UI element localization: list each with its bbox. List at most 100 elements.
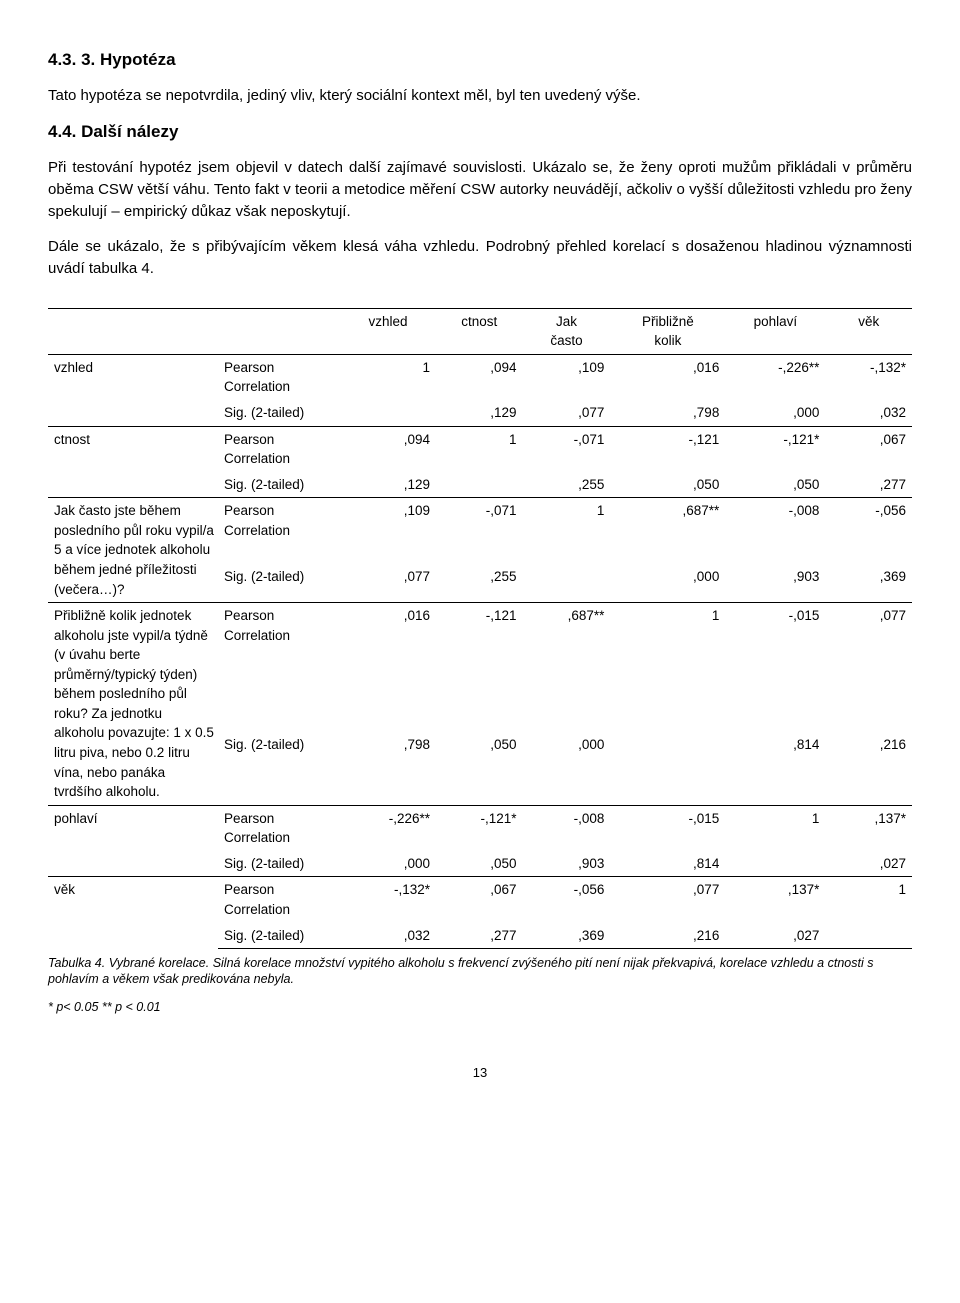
cell-value: ,000 (725, 400, 825, 426)
cell-value: -,226** (725, 354, 825, 400)
cell-value: ,094 (436, 354, 523, 400)
cell-value: ,814 (725, 732, 825, 806)
cell-value: -,056 (523, 877, 611, 923)
cell-value: -,071 (523, 426, 611, 472)
cell-value: ,000 (340, 851, 436, 877)
cell-value: 1 (436, 426, 523, 472)
cell-value: ,016 (340, 603, 436, 732)
para-dalsi-1: Při testování hypotéz jsem objevil v dat… (48, 157, 912, 222)
cell-value: ,137* (725, 877, 825, 923)
stat-label-sig: Sig. (2-tailed) (218, 851, 340, 877)
cell-value (523, 564, 611, 602)
cell-value: ,109 (340, 498, 436, 565)
stat-label-pearson: Pearson Correlation (218, 603, 340, 732)
row-variable-name: vzhled (48, 354, 218, 426)
col-header: Přibližně kolik (610, 308, 725, 354)
cell-value: ,094 (340, 426, 436, 472)
cell-value: ,032 (825, 400, 912, 426)
cell-value: ,077 (340, 564, 436, 602)
cell-value: ,798 (610, 400, 725, 426)
cell-value: -,008 (725, 498, 825, 565)
cell-value: ,216 (825, 732, 912, 806)
cell-value: ,903 (523, 851, 611, 877)
stat-label-pearson: Pearson Correlation (218, 426, 340, 472)
cell-value: 1 (725, 805, 825, 851)
stat-label-sig: Sig. (2-tailed) (218, 564, 340, 602)
cell-value: ,027 (725, 923, 825, 949)
cell-value (825, 923, 912, 949)
cell-value: ,216 (610, 923, 725, 949)
stat-label-pearson: Pearson Correlation (218, 354, 340, 400)
cell-value: -,071 (436, 498, 523, 565)
cell-value: ,067 (436, 877, 523, 923)
sig-note: * p< 0.05 ** p < 0.01 (48, 998, 912, 1016)
stat-label-sig: Sig. (2-tailed) (218, 400, 340, 426)
cell-value: ,050 (610, 472, 725, 498)
cell-value: 1 (825, 877, 912, 923)
para-dalsi-2: Dále se ukázalo, že s přibývajícím věkem… (48, 236, 912, 280)
cell-value: -,056 (825, 498, 912, 565)
cell-value: 1 (523, 498, 611, 565)
row-variable-name: Jak často jste během posledního půl roku… (48, 498, 218, 603)
table-caption: Tabulka 4. Vybrané korelace. Silná korel… (48, 955, 912, 988)
cell-value: ,077 (825, 603, 912, 732)
cell-value: ,255 (436, 564, 523, 602)
cell-value: ,277 (825, 472, 912, 498)
row-variable-name: věk (48, 877, 218, 949)
cell-value: 1 (340, 354, 436, 400)
stat-label-pearson: Pearson Correlation (218, 805, 340, 851)
cell-value: ,000 (610, 564, 725, 602)
cell-value: ,050 (436, 851, 523, 877)
cell-value: ,129 (436, 400, 523, 426)
cell-value: -,121 (610, 426, 725, 472)
cell-value: 1 (610, 603, 725, 732)
cell-value: -,132* (340, 877, 436, 923)
col-header: vzhled (340, 308, 436, 354)
cell-value (725, 851, 825, 877)
cell-value: ,687** (523, 603, 611, 732)
cell-value: -,015 (610, 805, 725, 851)
cell-value (436, 472, 523, 498)
page-number: 13 (48, 1064, 912, 1083)
cell-value: ,798 (340, 732, 436, 806)
cell-value: ,814 (610, 851, 725, 877)
cell-value: ,277 (436, 923, 523, 949)
col-header: věk (825, 308, 912, 354)
col-header: pohlaví (725, 308, 825, 354)
row-variable-name: pohlaví (48, 805, 218, 877)
cell-value: ,137* (825, 805, 912, 851)
cell-value: ,077 (523, 400, 611, 426)
cell-value: -,121 (436, 603, 523, 732)
para-hypoteza: Tato hypotéza se nepotvrdila, jediný vli… (48, 85, 912, 107)
cell-value: ,129 (340, 472, 436, 498)
cell-value: -,008 (523, 805, 611, 851)
row-variable-name: Přibližně kolik jednotek alkoholu jste v… (48, 603, 218, 806)
cell-value: ,000 (523, 732, 611, 806)
cell-value: -,015 (725, 603, 825, 732)
stat-label-pearson: Pearson Correlation (218, 877, 340, 923)
cell-value: ,027 (825, 851, 912, 877)
cell-value: ,050 (436, 732, 523, 806)
cell-value: -,226** (340, 805, 436, 851)
col-header: Jak často (523, 308, 611, 354)
cell-value: ,016 (610, 354, 725, 400)
section-heading-hypoteza: 4.3. 3. Hypotéza (48, 48, 912, 73)
cell-value (610, 732, 725, 806)
col-header: ctnost (436, 308, 523, 354)
stat-label-pearson: Pearson Correlation (218, 498, 340, 565)
cell-value: -,121* (725, 426, 825, 472)
cell-value: ,369 (523, 923, 611, 949)
cell-value: ,369 (825, 564, 912, 602)
stat-label-sig: Sig. (2-tailed) (218, 732, 340, 806)
stat-label-sig: Sig. (2-tailed) (218, 472, 340, 498)
cell-value: ,687** (610, 498, 725, 565)
stat-label-sig: Sig. (2-tailed) (218, 923, 340, 949)
cell-value: -,121* (436, 805, 523, 851)
cell-value: ,255 (523, 472, 611, 498)
cell-value: ,050 (725, 472, 825, 498)
cell-value: ,109 (523, 354, 611, 400)
correlation-table: vzhledctnostJak častoPřibližně kolikpohl… (48, 308, 912, 949)
cell-value (340, 400, 436, 426)
cell-value: ,903 (725, 564, 825, 602)
cell-value: ,067 (825, 426, 912, 472)
